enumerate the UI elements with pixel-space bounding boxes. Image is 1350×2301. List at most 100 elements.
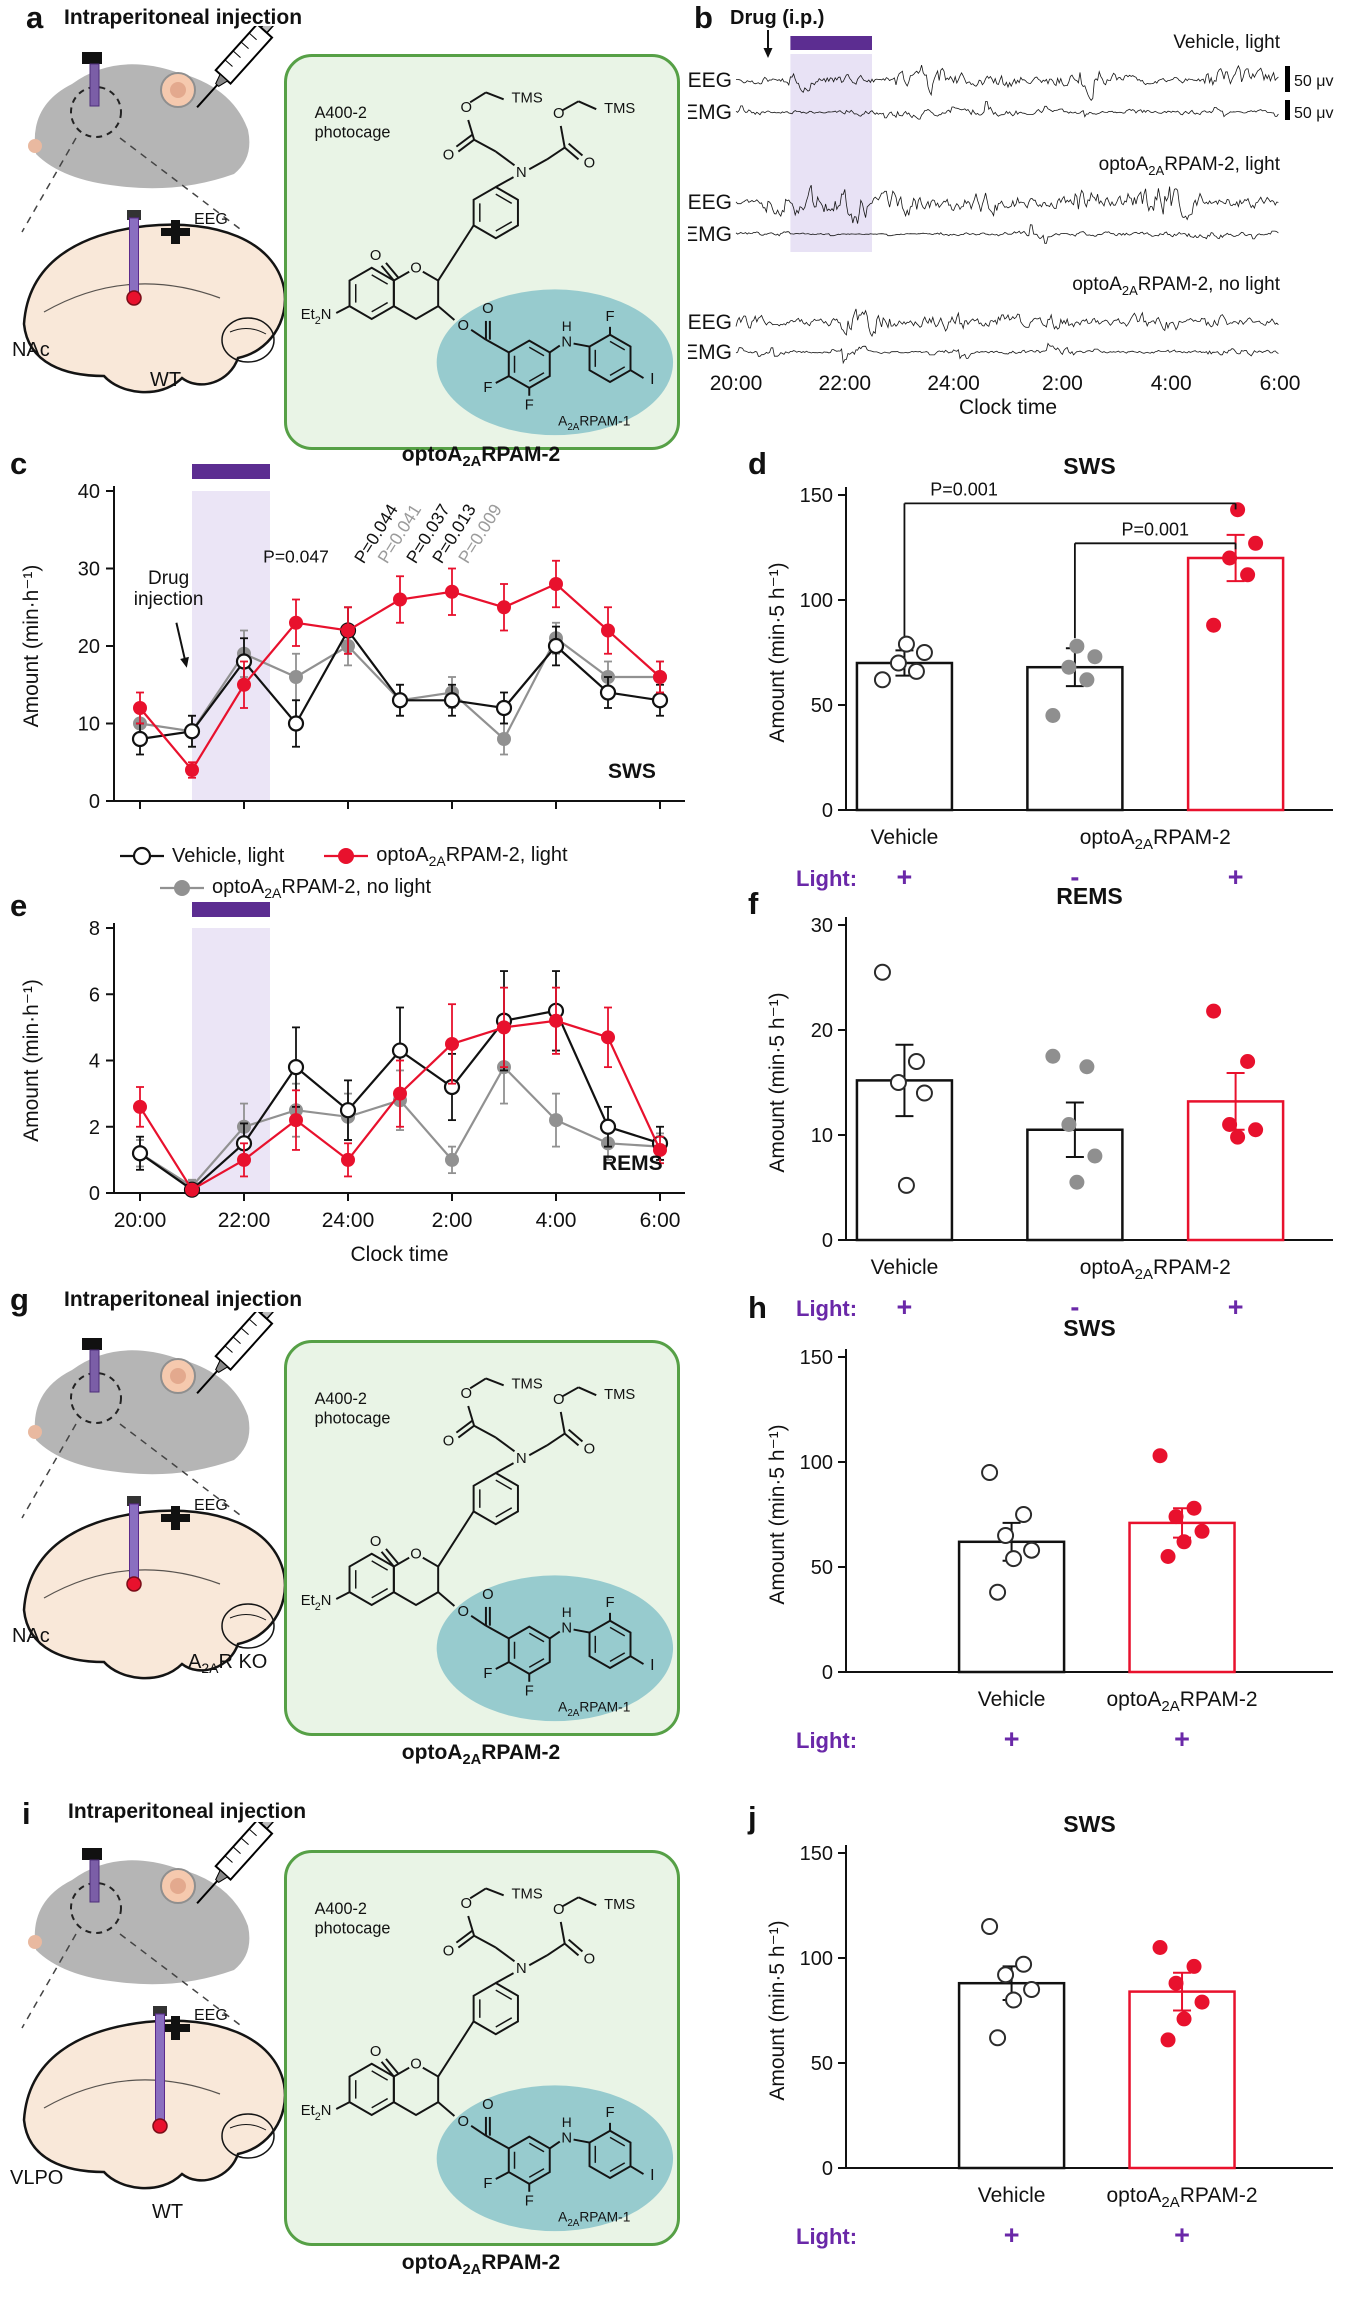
- svg-text:Drug (i.p.): Drug (i.p.): [730, 7, 824, 29]
- svg-text:TMS: TMS: [604, 1387, 635, 1403]
- svg-text:0: 0: [822, 2158, 833, 2180]
- svg-text:TMS: TMS: [512, 90, 543, 106]
- mouse-brain-schematic-a: EEG NAc WT: [8, 0, 338, 481]
- svg-text:WT: WT: [150, 369, 181, 391]
- panel-e-letter: e: [10, 888, 28, 923]
- svg-text:REMS: REMS: [1056, 883, 1122, 909]
- svg-text:optoA2ARPAM-2: optoA2ARPAM-2: [1080, 826, 1231, 853]
- svg-text:P=0.001: P=0.001: [930, 479, 998, 499]
- svg-text:Light:: Light:: [796, 2224, 857, 2249]
- svg-text:TMS: TMS: [512, 1376, 543, 1392]
- svg-text:NAc: NAc: [12, 339, 50, 361]
- svg-text:F: F: [525, 398, 534, 414]
- legend-label: optoA2ARPAM-2, no light: [212, 875, 432, 901]
- compound-label-g: optoA2ARPAM-2: [401, 1741, 561, 1769]
- svg-text:O: O: [584, 1441, 596, 1457]
- svg-text:O: O: [584, 1951, 596, 1967]
- panel-i-title: Intraperitoneal injection: [68, 1800, 307, 1823]
- svg-text:-: -: [1070, 862, 1079, 892]
- svg-text:50: 50: [811, 2053, 833, 2075]
- svg-text:Et2N: Et2N: [301, 307, 332, 327]
- svg-text:EEG: EEG: [688, 311, 732, 334]
- legend-label: Vehicle, light: [172, 844, 285, 867]
- panel-c-letter: c: [10, 446, 28, 481]
- svg-text:O: O: [460, 100, 472, 116]
- legend-marker-icon: [160, 880, 204, 896]
- svg-text:F: F: [483, 2176, 492, 2192]
- svg-text:SWS: SWS: [1063, 453, 1115, 479]
- svg-text:4:00: 4:00: [536, 1209, 577, 1232]
- svg-text:O: O: [443, 1433, 455, 1449]
- svg-text:O: O: [370, 2044, 382, 2060]
- svg-text:N: N: [516, 1451, 527, 1467]
- svg-text:+: +: [1228, 862, 1244, 892]
- svg-text:Amount (min·5 h⁻¹): Amount (min·5 h⁻¹): [766, 1424, 789, 1604]
- svg-text:I: I: [650, 2167, 654, 2184]
- svg-text:O: O: [482, 2097, 494, 2113]
- svg-text:20:00: 20:00: [710, 372, 763, 395]
- mouse-brain-schematic-svg: EEG VLPO WT: [10, 1791, 298, 2223]
- svg-text:EMG: EMG: [688, 101, 732, 124]
- eeg-emg-trace-svg: Drug (i.p.) Vehicle, light EEG EMG optoA2ARP…: [684, 7, 1333, 419]
- svg-text:150: 150: [800, 1347, 833, 1369]
- svg-text:50 μv: 50 μv: [1294, 105, 1333, 122]
- svg-text:O: O: [553, 1392, 565, 1408]
- svg-text:TMS: TMS: [604, 1897, 635, 1913]
- svg-text:Et2N: Et2N: [301, 2103, 332, 2123]
- svg-text:optoA2ARPAM-2: optoA2ARPAM-2: [1080, 1256, 1231, 1283]
- svg-text:TMS: TMS: [604, 101, 635, 117]
- svg-text:EEG: EEG: [194, 2007, 228, 2024]
- svg-text:O: O: [584, 155, 596, 171]
- svg-text:H: H: [562, 1605, 572, 1620]
- svg-text:22:00: 22:00: [819, 372, 872, 395]
- svg-text:NAc: NAc: [12, 1625, 50, 1647]
- svg-text:I: I: [650, 1657, 654, 1674]
- svg-text:EEG: EEG: [194, 211, 228, 228]
- svg-text:Clock time: Clock time: [959, 396, 1057, 417]
- svg-text:+: +: [1174, 2220, 1190, 2250]
- svg-text:optoA2ARPAM-2: optoA2ARPAM-2: [1107, 2184, 1258, 2211]
- svg-text:2:00: 2:00: [1042, 372, 1083, 395]
- svg-text:24:00: 24:00: [322, 1209, 375, 1232]
- svg-text:20: 20: [811, 1020, 833, 1042]
- svg-text:F: F: [606, 309, 615, 325]
- svg-text:8: 8: [89, 918, 100, 940]
- svg-text:SWS: SWS: [608, 760, 656, 783]
- svg-text:A2AR KO: A2AR KO: [188, 1651, 267, 1676]
- svg-text:20: 20: [78, 636, 100, 658]
- svg-text:6: 6: [89, 984, 100, 1006]
- svg-text:A400-2: A400-2: [315, 1900, 367, 1918]
- svg-text:-: -: [1070, 1292, 1079, 1322]
- bar-chart-d: SWS 0 50 100 150 Amount (min·5 h⁻¹) Vehicle opt…: [766, 453, 1333, 892]
- svg-text:O: O: [458, 1604, 470, 1620]
- sws-bar-chart: SWS 0 50 100 150 Amount (min·5 h⁻¹) Vehicle opt…: [758, 450, 1348, 930]
- svg-text:photocage: photocage: [315, 124, 391, 142]
- svg-text:O: O: [553, 106, 565, 122]
- svg-text:4:00: 4:00: [1151, 372, 1192, 395]
- svg-text:N: N: [561, 335, 572, 351]
- svg-text:4: 4: [89, 1051, 100, 1073]
- svg-text:O: O: [370, 1534, 382, 1550]
- panel-a-letter: a: [26, 0, 44, 35]
- svg-text:150: 150: [800, 1843, 833, 1865]
- svg-text:Amount (min·h⁻¹): Amount (min·h⁻¹): [20, 565, 43, 728]
- compound-label-a: optoA2ARPAM-2: [401, 443, 561, 471]
- mouse-brain-schematic-svg: EEG NAc WT: [12, 0, 298, 394]
- svg-text:Amount (min·5 h⁻¹): Amount (min·5 h⁻¹): [766, 562, 789, 742]
- svg-text:+: +: [1004, 1724, 1020, 1754]
- svg-text:SWS: SWS: [1063, 1811, 1115, 1837]
- svg-text:I: I: [650, 371, 654, 388]
- svg-text:EMG: EMG: [688, 223, 732, 246]
- svg-text:6:00: 6:00: [640, 1209, 681, 1232]
- mouse-brain-schematic-i: EEG VLPO WT: [8, 1791, 338, 2277]
- svg-text:H: H: [562, 319, 572, 334]
- photocage-structure-box-i: A400-2 photocage N O O TMS O O TMS O O Et2N O O N H F F F I…: [284, 1850, 680, 2246]
- svg-text:O: O: [458, 318, 470, 334]
- svg-text:REMS: REMS: [602, 1152, 663, 1175]
- svg-text:Light:: Light:: [796, 1728, 857, 1753]
- svg-text:A2ARPAM-1: A2ARPAM-1: [558, 413, 630, 433]
- svg-text:10: 10: [78, 714, 100, 736]
- svg-text:EEG: EEG: [688, 69, 732, 92]
- svg-text:EEG: EEG: [194, 1497, 228, 1514]
